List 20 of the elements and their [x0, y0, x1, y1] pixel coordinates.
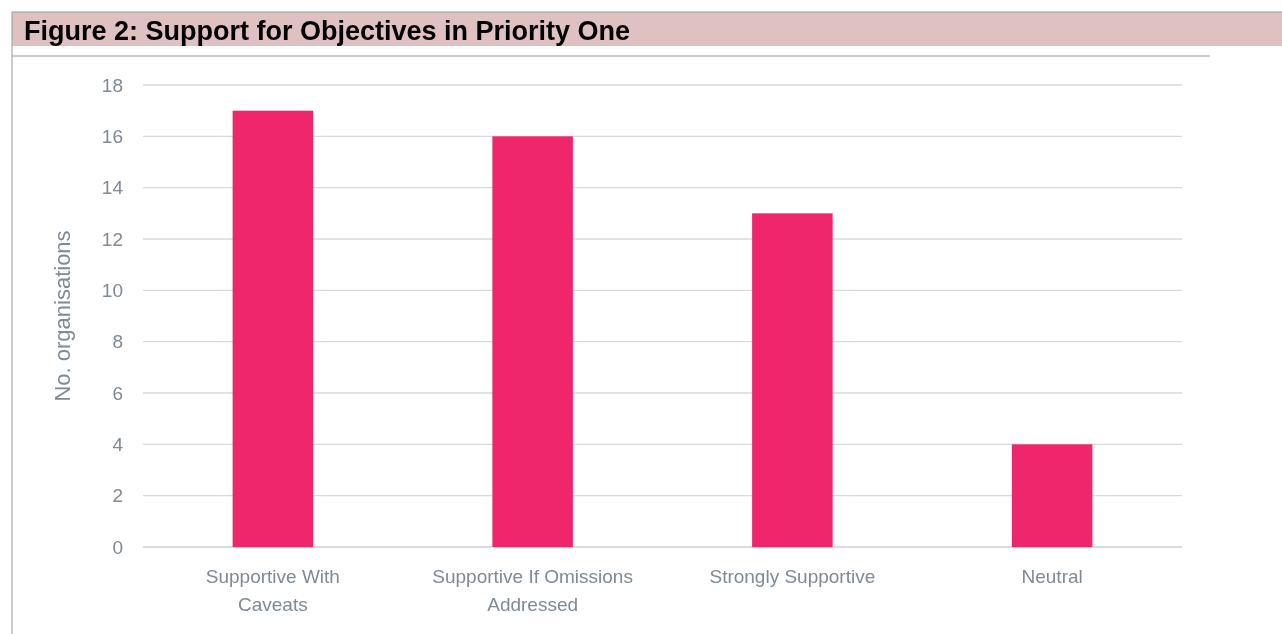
y-tick-label: 10	[101, 279, 123, 301]
y-tick-label: 8	[112, 331, 123, 353]
x-tick-label: Supportive If Omissions Addressed	[432, 566, 633, 615]
bar	[492, 136, 573, 547]
chart-title: Figure 2: Support for Objectives in Priority One	[24, 16, 631, 46]
y-tick-label: 16	[101, 125, 123, 147]
y-tick-label: 12	[101, 228, 123, 250]
y-tick-label: 4	[112, 433, 124, 455]
y-tick-label: 0	[112, 536, 123, 558]
x-tick-label: Supportive With Caveats	[205, 566, 340, 615]
y-axis-title: No. organisations	[50, 230, 75, 402]
y-tick-label: 6	[112, 382, 123, 404]
bar	[752, 213, 833, 547]
bar	[232, 110, 314, 547]
x-tick-label: Neutral	[1021, 566, 1083, 587]
y-tick-label: 18	[101, 74, 123, 96]
y-tick-label: 2	[112, 485, 123, 507]
x-tick-label: Strongly Supportive	[709, 566, 876, 587]
y-tick-label: 14	[101, 177, 124, 199]
bar	[1011, 444, 1093, 547]
